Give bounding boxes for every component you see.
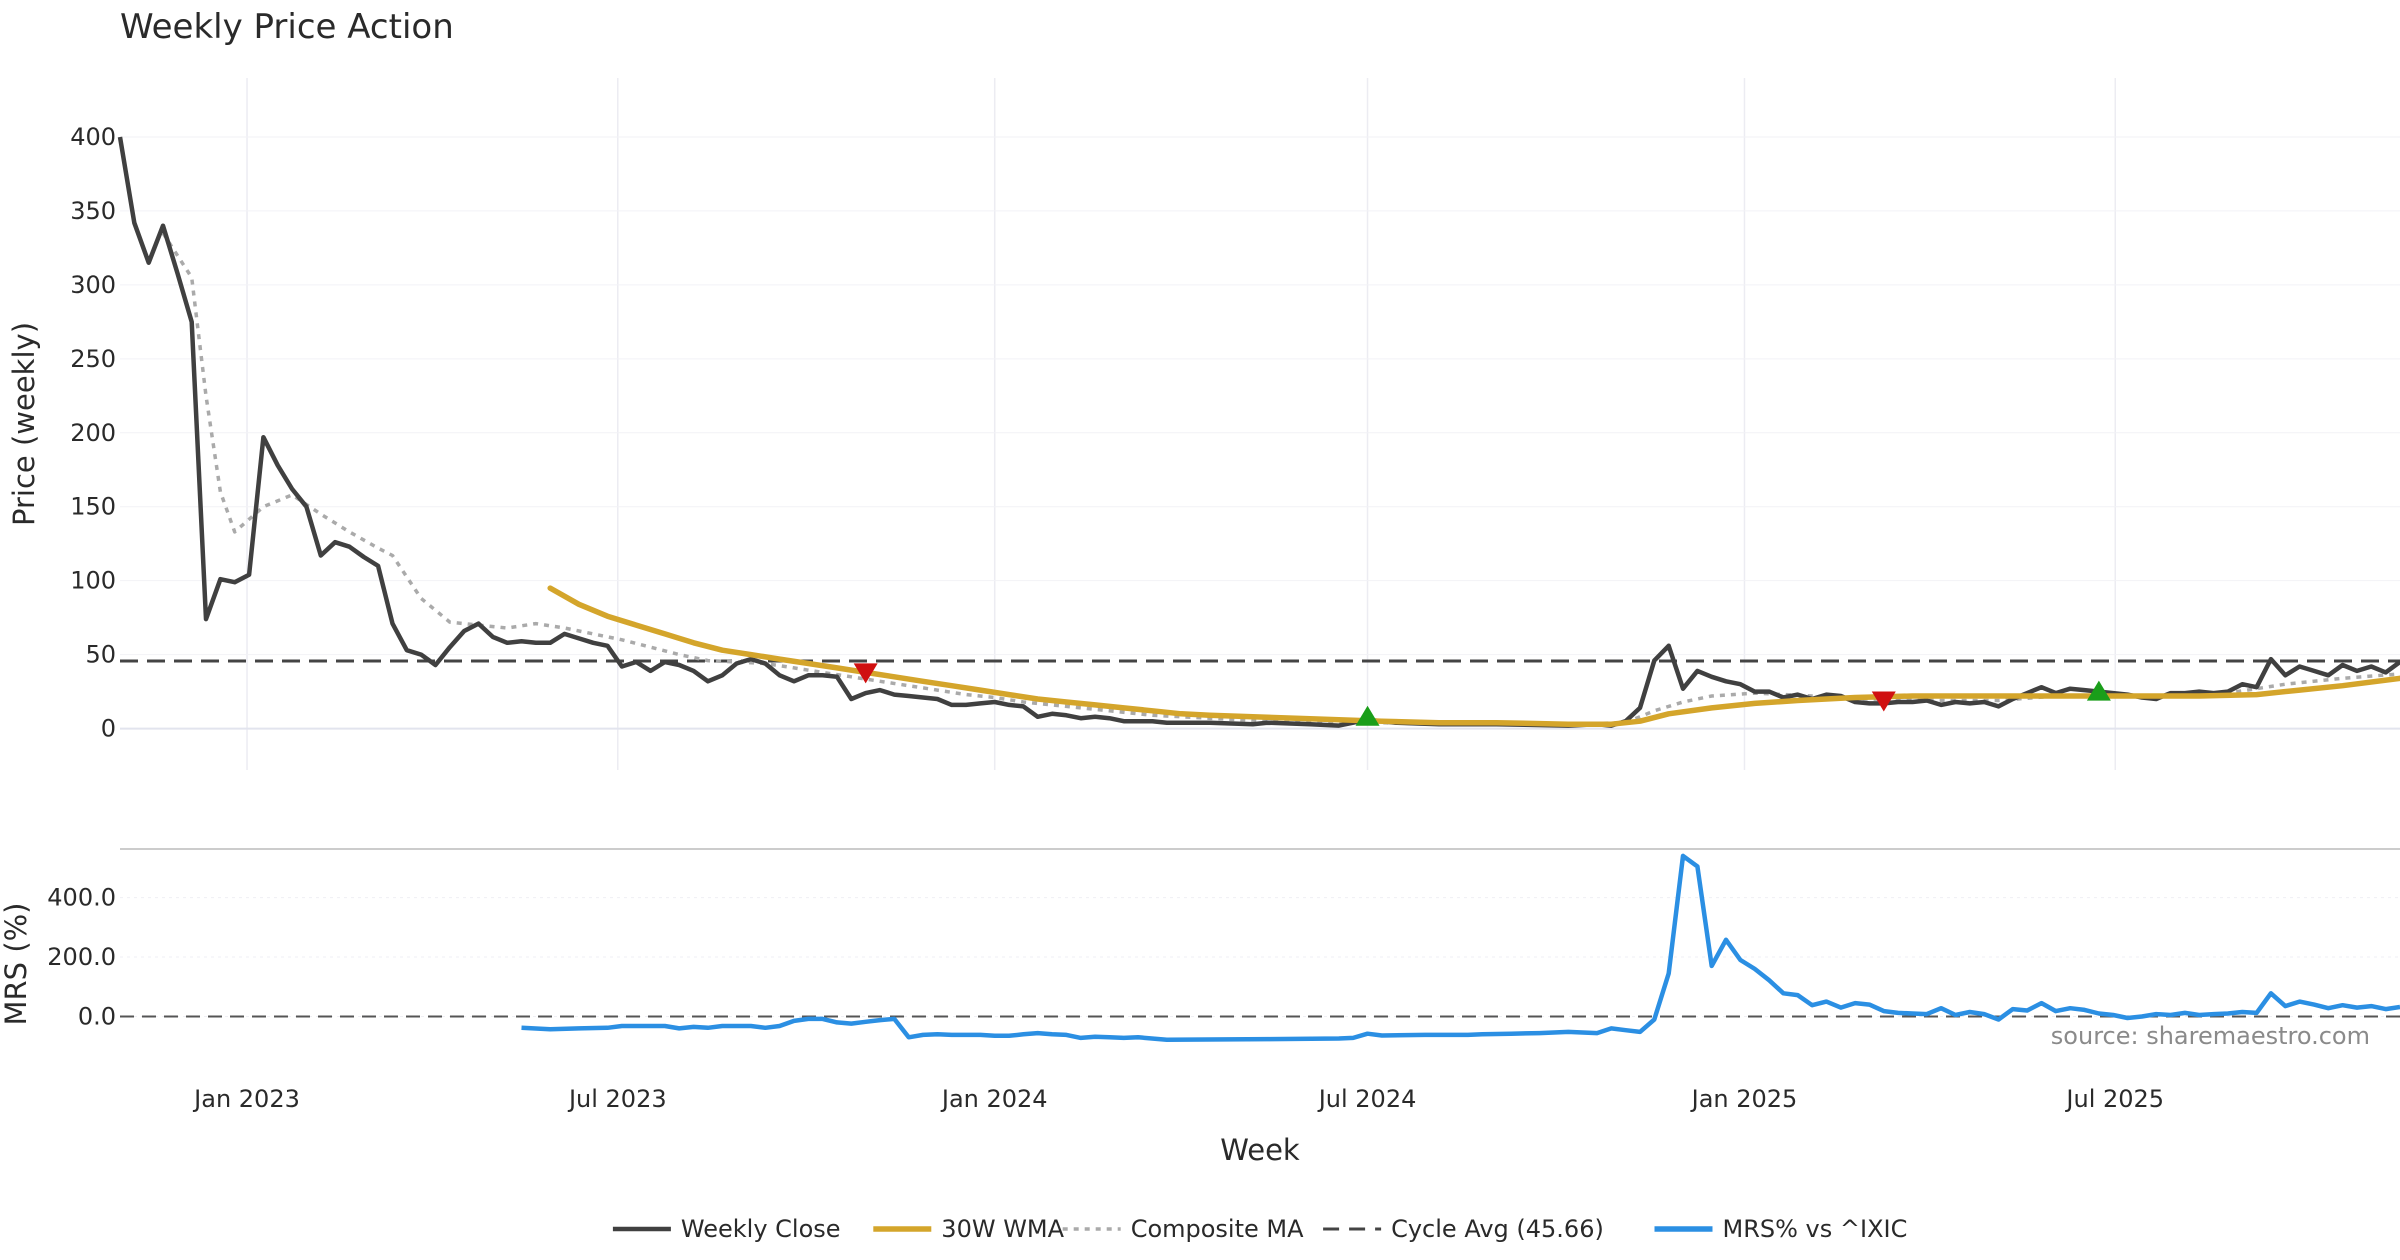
mrs-y-ticks: 0.0 200.0 400.0 bbox=[47, 884, 116, 1031]
legend-entry: Cycle Avg (45.66) bbox=[1323, 1215, 1604, 1243]
series-mrs bbox=[521, 853, 2400, 1042]
mrs-grid bbox=[120, 897, 2400, 1017]
mrs-y-label: MRS (%) bbox=[0, 903, 33, 1026]
price-y-tick-label: 150 bbox=[70, 493, 116, 521]
series-weekly-close bbox=[117, 136, 2400, 728]
legend-label: Weekly Close bbox=[681, 1215, 841, 1243]
series-composite-ma bbox=[161, 232, 2400, 726]
price-y-tick-label: 350 bbox=[70, 197, 116, 225]
source-watermark: source: sharemaestro.com bbox=[2051, 1022, 2370, 1050]
price-y-tick-label: 400 bbox=[70, 123, 116, 151]
buy-signal-marker bbox=[1355, 705, 1380, 726]
signal-markers bbox=[853, 663, 2111, 726]
legend-entry: MRS% vs ^IXIC bbox=[1654, 1215, 1908, 1243]
chart-title: Weekly Price Action bbox=[120, 7, 454, 47]
buy-signal-marker bbox=[2086, 680, 2111, 701]
mrs-panel: 0.0 200.0 400.0 MRS (%) source: sharemaest… bbox=[0, 853, 2400, 1050]
price-y-tick-label: 50 bbox=[85, 641, 116, 669]
x-axis-ticks: Jan 2023 Jul 2023 Jan 2024 Jul 2024 Jan 2025… bbox=[192, 1085, 2164, 1113]
price-panel: 0 50 100 150 200 250 300 350 400 Price (weekly) bbox=[7, 78, 2400, 770]
price-y-tick-label: 100 bbox=[70, 567, 116, 595]
price-y-label: Price (weekly) bbox=[7, 322, 41, 526]
price-y-tick-label: 300 bbox=[70, 271, 116, 299]
price-grid bbox=[120, 78, 2400, 770]
price-y-tick-label: 0 bbox=[101, 715, 116, 743]
mrs-y-tick-label: 400.0 bbox=[47, 884, 116, 912]
sell-signal-marker bbox=[853, 663, 878, 684]
price-y-tick-label: 250 bbox=[70, 345, 116, 373]
x-tick-label: Jan 2025 bbox=[1690, 1085, 1798, 1113]
legend-entry: Weekly Close bbox=[612, 1215, 841, 1243]
legend-entry: 30W WMA bbox=[873, 1215, 1065, 1243]
legend: Weekly Close 30W WMA Composite MA Cycle Avg… bbox=[612, 1215, 1908, 1243]
mrs-series bbox=[521, 853, 2400, 1042]
price-y-ticks: 0 50 100 150 200 250 300 350 400 bbox=[70, 123, 116, 743]
legend-label: MRS% vs ^IXIC bbox=[1723, 1215, 1908, 1243]
x-axis-label: Week bbox=[1220, 1133, 1300, 1167]
legend-entry: Composite MA bbox=[1062, 1215, 1304, 1243]
x-tick-label: Jul 2023 bbox=[567, 1085, 667, 1113]
sell-signal-marker bbox=[1871, 691, 1896, 712]
mrs-y-tick-label: 200.0 bbox=[47, 943, 116, 971]
x-tick-label: Jul 2025 bbox=[2064, 1085, 2164, 1113]
legend-label: 30W WMA bbox=[941, 1215, 1064, 1243]
legend-label: Composite MA bbox=[1131, 1215, 1304, 1243]
series-30w-wma bbox=[547, 585, 2400, 727]
x-tick-label: Jul 2024 bbox=[1317, 1085, 1417, 1113]
x-tick-label: Jan 2024 bbox=[940, 1085, 1048, 1113]
mrs-y-tick-label: 0.0 bbox=[78, 1002, 116, 1030]
x-tick-label: Jan 2023 bbox=[192, 1085, 300, 1113]
price-y-tick-label: 200 bbox=[70, 419, 116, 447]
price-series bbox=[117, 136, 2400, 728]
legend-label: Cycle Avg (45.66) bbox=[1391, 1215, 1604, 1243]
